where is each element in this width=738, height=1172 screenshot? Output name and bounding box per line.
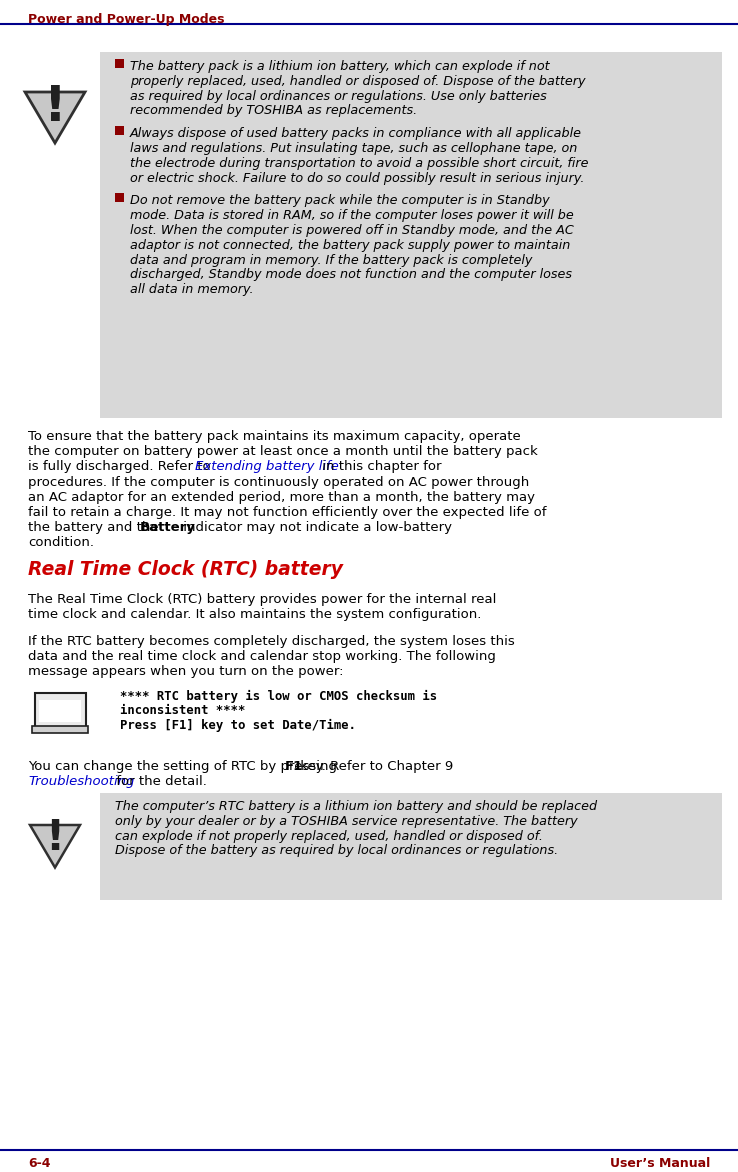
- Text: key. Refer to Chapter 9: key. Refer to Chapter 9: [296, 759, 453, 774]
- Text: message appears when you turn on the power:: message appears when you turn on the pow…: [28, 666, 343, 679]
- Text: F1: F1: [285, 759, 303, 774]
- Text: or electric shock. Failure to do so could possibly result in serious injury.: or electric shock. Failure to do so coul…: [130, 171, 584, 185]
- Text: time clock and calendar. It also maintains the system configuration.: time clock and calendar. It also maintai…: [28, 608, 481, 621]
- Text: procedures. If the computer is continuously operated on AC power through: procedures. If the computer is continuou…: [28, 476, 529, 489]
- Text: can explode if not properly replaced, used, handled or disposed of.: can explode if not properly replaced, us…: [115, 830, 543, 843]
- FancyBboxPatch shape: [115, 127, 124, 135]
- Text: only by your dealer or by a TOSHIBA service representative. The battery: only by your dealer or by a TOSHIBA serv…: [115, 815, 578, 827]
- Text: data and the real time clock and calendar stop working. The following: data and the real time clock and calenda…: [28, 650, 496, 663]
- Text: fail to retain a charge. It may not function efficiently over the expected life : fail to retain a charge. It may not func…: [28, 506, 547, 519]
- Text: lost. When the computer is powered off in Standby mode, and the AC: lost. When the computer is powered off i…: [130, 224, 573, 237]
- Text: is fully discharged. Refer to: is fully discharged. Refer to: [28, 461, 215, 473]
- Text: adaptor is not connected, the battery pack supply power to maintain: adaptor is not connected, the battery pa…: [130, 239, 570, 252]
- Text: properly replaced, used, handled or disposed of. Dispose of the battery: properly replaced, used, handled or disp…: [130, 75, 585, 88]
- Text: condition.: condition.: [28, 537, 94, 550]
- Text: laws and regulations. Put insulating tape, such as cellophane tape, on: laws and regulations. Put insulating tap…: [130, 142, 577, 155]
- Text: indicator may not indicate a low-battery: indicator may not indicate a low-battery: [179, 522, 452, 534]
- Text: recommended by TOSHIBA as replacements.: recommended by TOSHIBA as replacements.: [130, 104, 417, 117]
- Text: data and program in memory. If the battery pack is completely: data and program in memory. If the batte…: [130, 253, 532, 266]
- Text: To ensure that the battery pack maintains its maximum capacity, operate: To ensure that the battery pack maintain…: [28, 430, 521, 443]
- Text: mode. Data is stored in RAM, so if the computer loses power it will be: mode. Data is stored in RAM, so if the c…: [130, 209, 573, 223]
- FancyBboxPatch shape: [39, 700, 81, 722]
- Polygon shape: [30, 825, 80, 867]
- Text: as required by local ordinances or regulations. Use only batteries: as required by local ordinances or regul…: [130, 89, 547, 103]
- Text: !: !: [44, 83, 66, 131]
- Text: the electrode during transportation to avoid a possible short circuit, fire: the electrode during transportation to a…: [130, 157, 588, 170]
- Text: the computer on battery power at least once a month until the battery pack: the computer on battery power at least o…: [28, 445, 538, 458]
- FancyBboxPatch shape: [100, 52, 722, 418]
- Text: all data in memory.: all data in memory.: [130, 284, 253, 297]
- Text: Always dispose of used battery packs in compliance with all applicable: Always dispose of used battery packs in …: [130, 128, 582, 141]
- Text: 6-4: 6-4: [28, 1157, 50, 1170]
- FancyBboxPatch shape: [100, 793, 722, 900]
- FancyBboxPatch shape: [35, 693, 86, 728]
- Text: The battery pack is a lithium ion battery, which can explode if not: The battery pack is a lithium ion batter…: [130, 60, 550, 73]
- Text: Do not remove the battery pack while the computer is in Standby: Do not remove the battery pack while the…: [130, 195, 550, 207]
- Text: User’s Manual: User’s Manual: [610, 1157, 710, 1170]
- Text: If the RTC battery becomes completely discharged, the system loses this: If the RTC battery becomes completely di…: [28, 635, 514, 648]
- Text: **** RTC battery is low or CMOS checksum is: **** RTC battery is low or CMOS checksum…: [120, 690, 437, 703]
- FancyBboxPatch shape: [115, 193, 124, 203]
- Text: The Real Time Clock (RTC) battery provides power for the internal real: The Real Time Clock (RTC) battery provid…: [28, 593, 497, 606]
- Text: an AC adaptor for an extended period, more than a month, the battery may: an AC adaptor for an extended period, mo…: [28, 491, 535, 504]
- FancyBboxPatch shape: [32, 725, 88, 732]
- Text: Battery: Battery: [139, 522, 196, 534]
- Text: The computer’s RTC battery is a lithium ion battery and should be replaced: The computer’s RTC battery is a lithium …: [115, 800, 597, 813]
- Text: !: !: [46, 817, 64, 859]
- Text: Power and Power-Up Modes: Power and Power-Up Modes: [28, 13, 224, 26]
- Text: Extending battery life: Extending battery life: [196, 461, 339, 473]
- FancyBboxPatch shape: [115, 59, 124, 68]
- Text: inconsistent ****: inconsistent ****: [120, 704, 245, 717]
- Text: discharged, Standby mode does not function and the computer loses: discharged, Standby mode does not functi…: [130, 268, 572, 281]
- Text: Troubleshooting: Troubleshooting: [28, 775, 134, 789]
- Text: Real Time Clock (RTC) battery: Real Time Clock (RTC) battery: [28, 560, 343, 579]
- Text: Dispose of the battery as required by local ordinances or regulations.: Dispose of the battery as required by lo…: [115, 844, 558, 858]
- Polygon shape: [25, 91, 85, 143]
- Text: in this chapter for: in this chapter for: [318, 461, 441, 473]
- Text: for the detail.: for the detail.: [111, 775, 207, 789]
- Text: You can change the setting of RTC by pressing: You can change the setting of RTC by pre…: [28, 759, 341, 774]
- Text: the battery and the: the battery and the: [28, 522, 163, 534]
- Text: Press [F1] key to set Date/Time.: Press [F1] key to set Date/Time.: [120, 718, 356, 732]
